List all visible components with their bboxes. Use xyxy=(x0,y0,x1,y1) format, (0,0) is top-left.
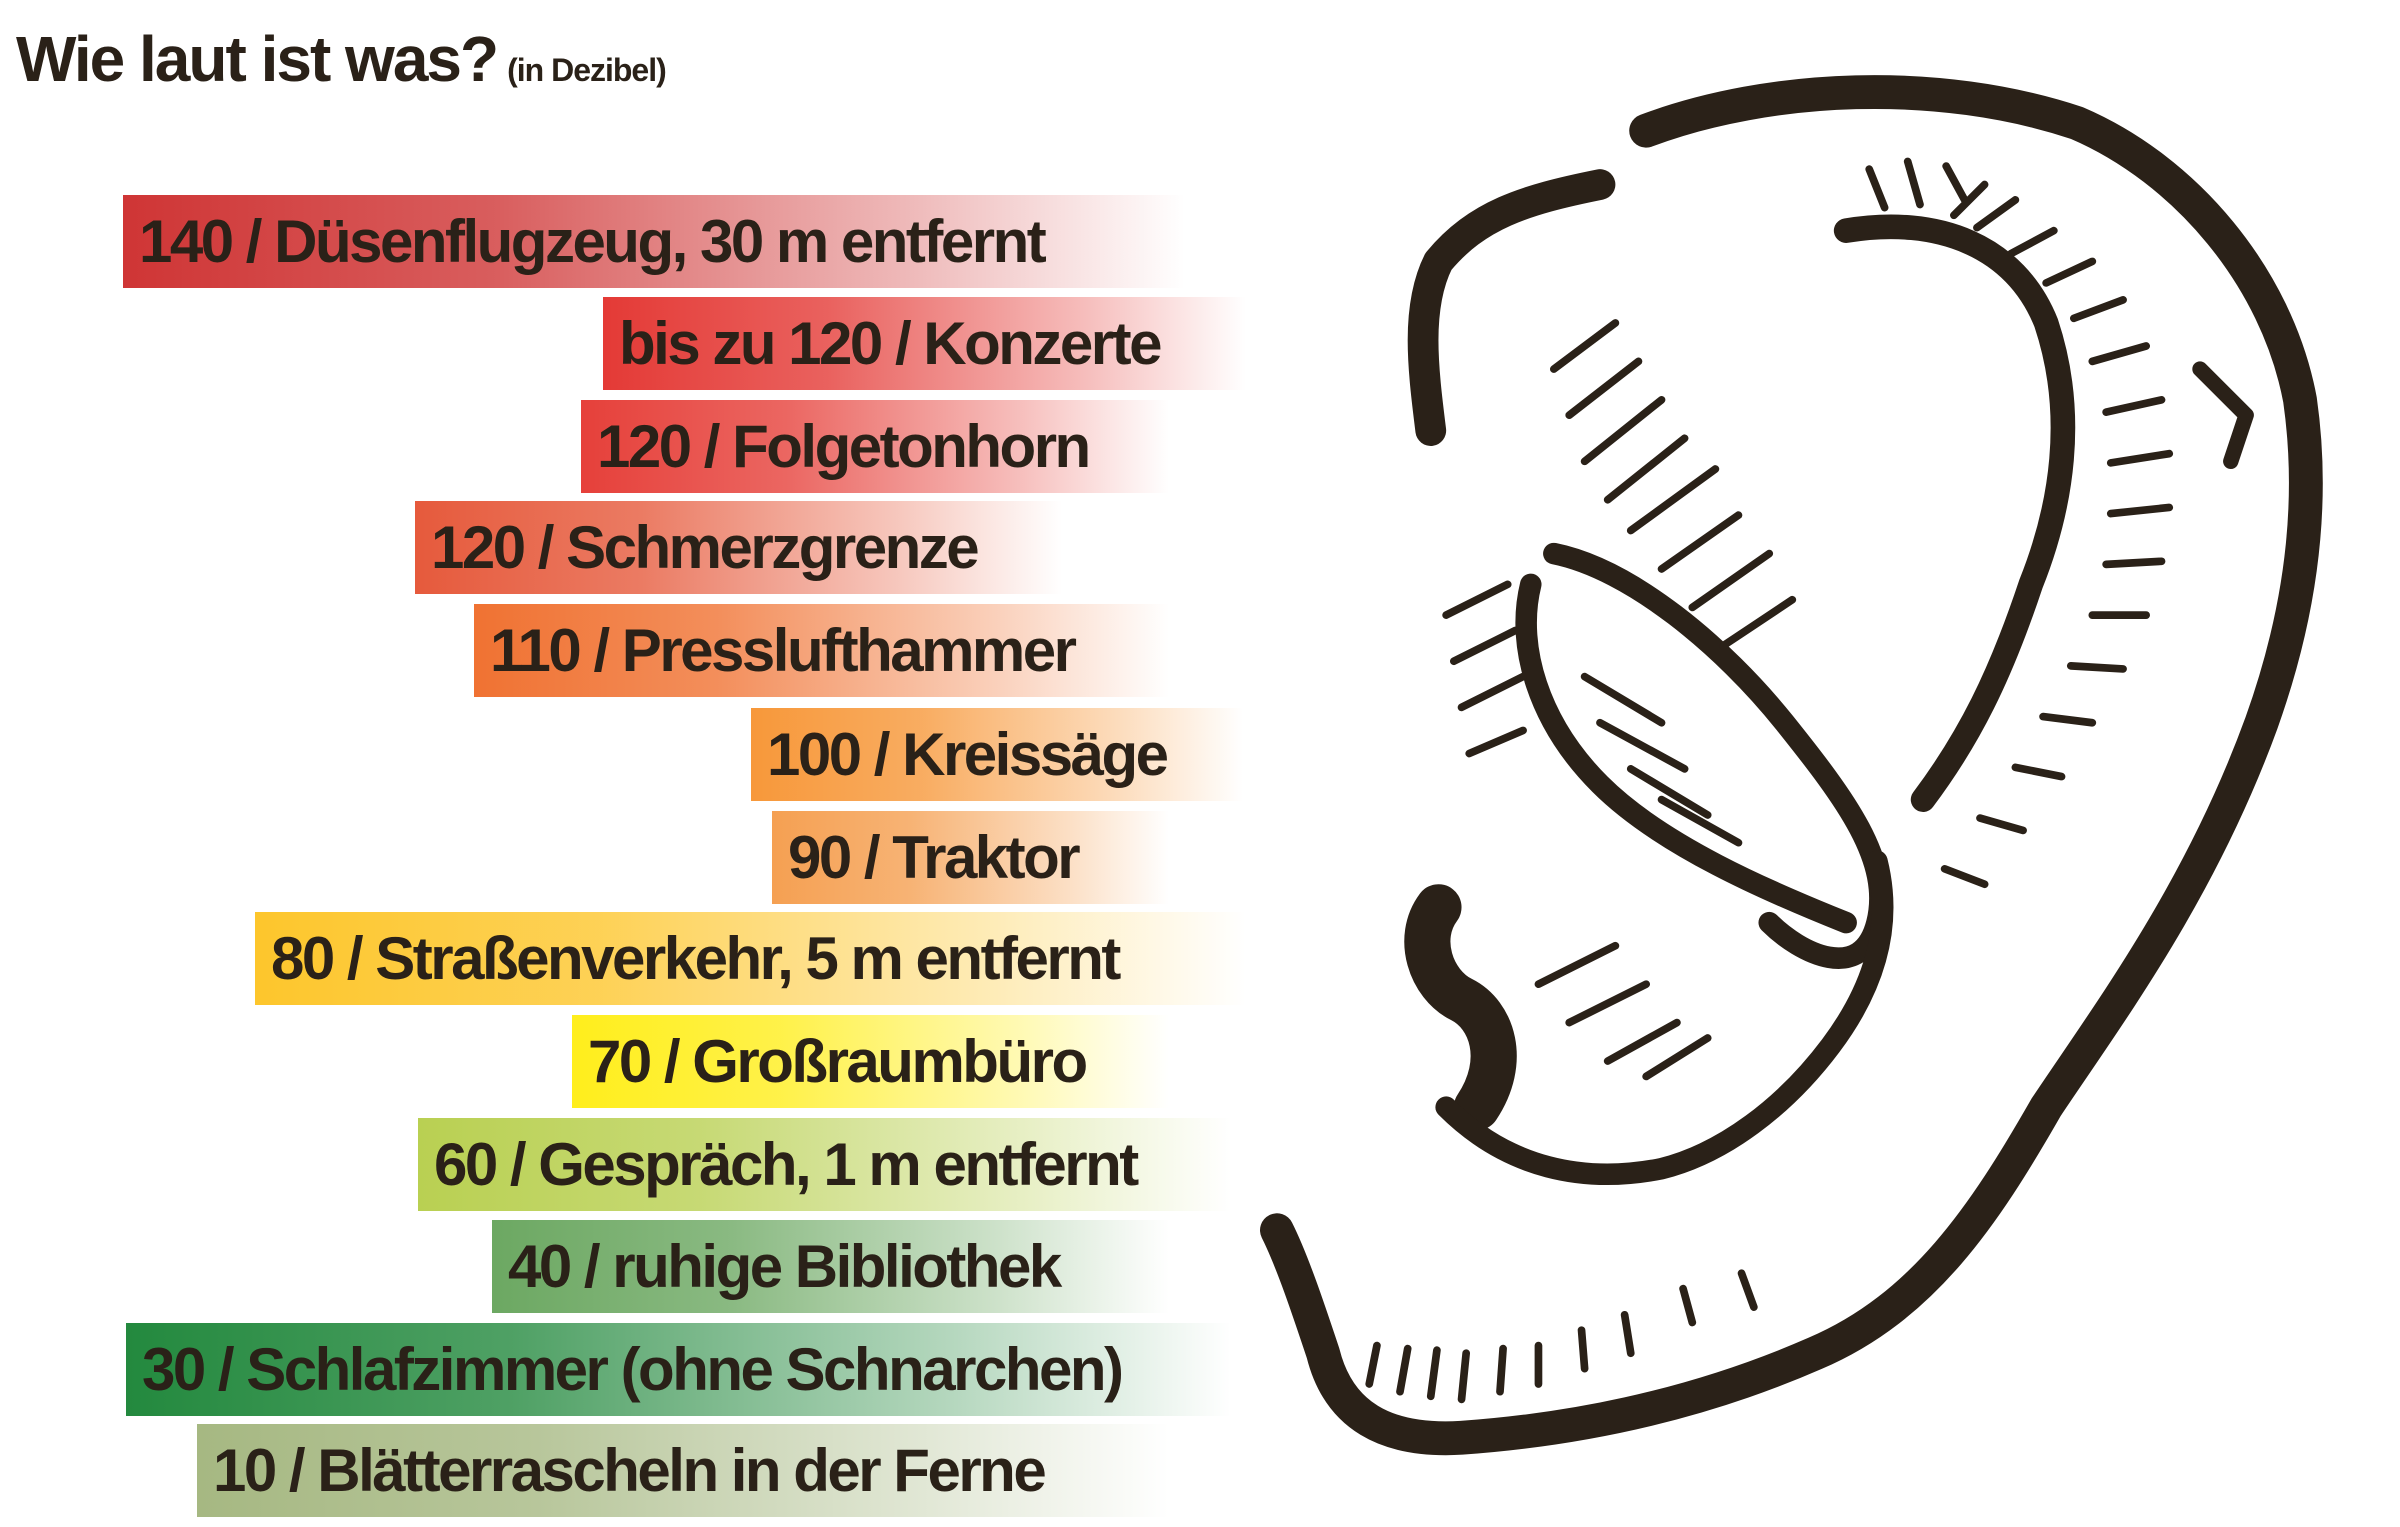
noise-label: 90 / Traktor xyxy=(788,824,1081,891)
noise-item: 40 / ruhige Bibliothek xyxy=(492,1220,1169,1313)
noise-label: 70 / Großraumbüro xyxy=(588,1028,1088,1095)
noise-label: 80 / Straßenverkehr, 5 m entfernt xyxy=(271,925,1121,992)
noise-item: 100 / Kreissäge xyxy=(751,708,1243,801)
noise-label: 10 / Blätterrascheln in der Ferne xyxy=(213,1437,1047,1504)
title-unit: (in Dezibel) xyxy=(507,52,667,88)
noise-item: 90 / Traktor xyxy=(772,811,1169,904)
noise-label: 120 / Folgetonhorn xyxy=(597,413,1091,480)
noise-item: 60 / Gespräch, 1 m entfernt xyxy=(418,1118,1231,1211)
noise-label: 100 / Kreissäge xyxy=(767,721,1169,788)
noise-item: 70 / Großraumbüro xyxy=(572,1015,1169,1108)
noise-label: 140 / Düsenflugzeug, 30 m entfernt xyxy=(139,208,1047,275)
noise-label: 110 / Presslufthammer xyxy=(490,617,1077,684)
noise-label: bis zu 120 / Konzerte xyxy=(619,310,1163,377)
noise-label: 120 / Schmerzgrenze xyxy=(431,514,980,581)
noise-item: bis zu 120 / Konzerte xyxy=(603,297,1246,390)
noise-item: 110 / Presslufthammer xyxy=(474,604,1169,697)
noise-item: 30 / Schlafzimmer (ohne Schnarchen) xyxy=(126,1323,1231,1416)
noise-label: 30 / Schlafzimmer (ohne Schnarchen) xyxy=(142,1336,1124,1403)
noise-item: 10 / Blätterrascheln in der Ferne xyxy=(197,1424,1169,1517)
page-title: Wie laut ist was? (in Dezibel) xyxy=(16,22,667,96)
noise-item: 80 / Straßenverkehr, 5 m entfernt xyxy=(255,912,1246,1005)
title-text: Wie laut ist was? xyxy=(16,23,499,95)
noise-item: 140 / Düsenflugzeug, 30 m entfernt xyxy=(123,195,1185,288)
noise-label: 60 / Gespräch, 1 m entfernt xyxy=(434,1131,1139,1198)
noise-item: 120 / Schmerzgrenze xyxy=(415,501,1062,594)
noise-item: 120 / Folgetonhorn xyxy=(581,400,1169,493)
noise-label: 40 / ruhige Bibliothek xyxy=(508,1233,1062,1300)
